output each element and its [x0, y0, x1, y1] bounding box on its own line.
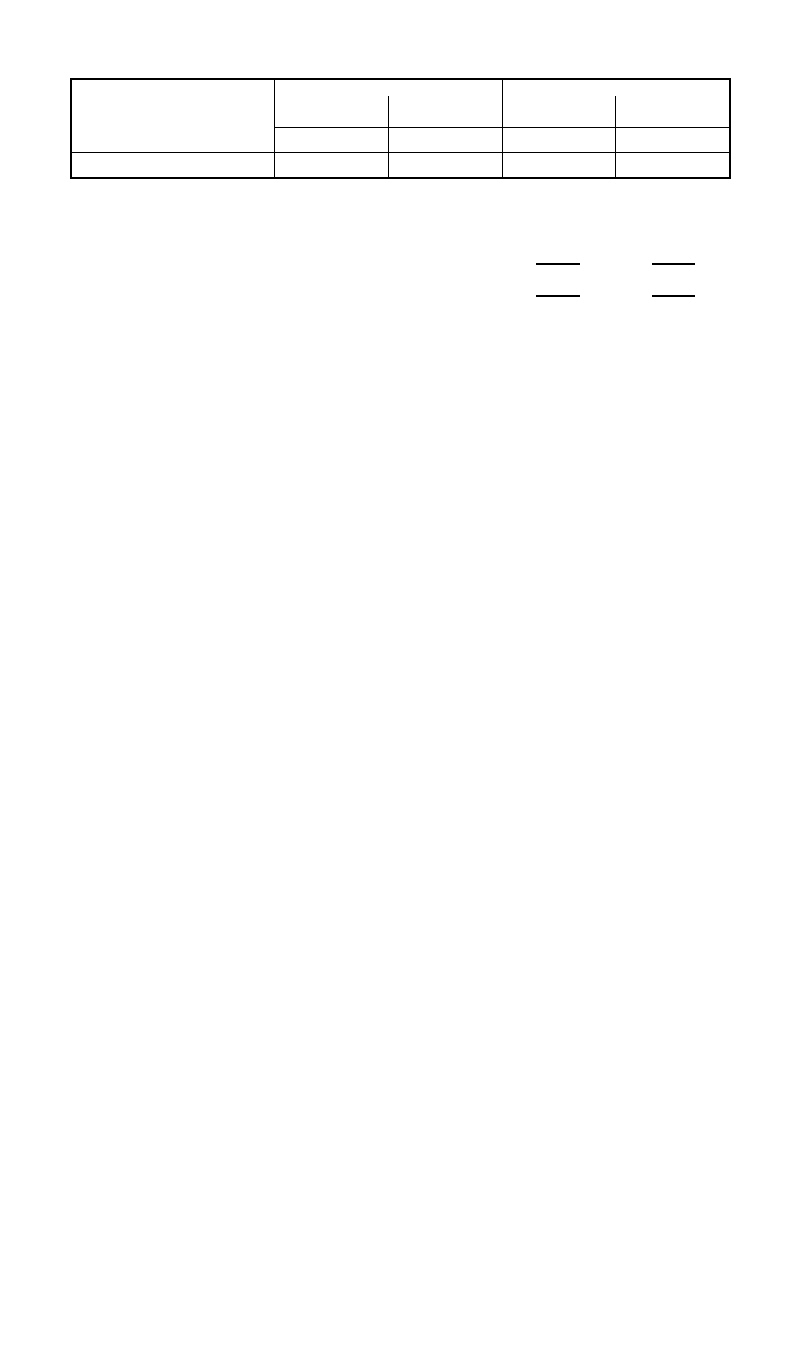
totals-dpf [559, 153, 616, 179]
mf-m-4 [616, 119, 673, 128]
col-age-group [71, 79, 275, 128]
totals-pm [275, 153, 332, 179]
mf-f-1 [331, 119, 388, 128]
col-new-notified [275, 79, 502, 96]
mf-f-4 [673, 119, 730, 128]
totals-dnf [673, 153, 730, 179]
col-non-pulmonary-1 [388, 96, 502, 119]
xi-rule-2b [616, 271, 731, 297]
mf-f-2 [445, 119, 502, 128]
table-xi [130, 229, 731, 297]
col-non-pulmonary-2 [616, 96, 730, 119]
totals-dpm [502, 153, 559, 179]
mf-f-3 [559, 119, 616, 128]
totals-dnm [616, 153, 673, 179]
col-pulmonary-1 [275, 96, 389, 119]
xi-rule-1a [500, 239, 615, 265]
mf-m-2 [388, 119, 445, 128]
mf-m-1 [275, 119, 332, 128]
totals-pf [331, 153, 388, 179]
totals-label [71, 153, 275, 179]
xi-rule-1b [616, 239, 731, 265]
totals-nm [388, 153, 445, 179]
xi-rule-2a [500, 271, 615, 297]
totals-nf [445, 153, 502, 179]
mf-m-3 [502, 119, 559, 128]
col-deaths [502, 79, 730, 96]
col-pulmonary-2 [502, 96, 616, 119]
table-x [70, 78, 731, 179]
